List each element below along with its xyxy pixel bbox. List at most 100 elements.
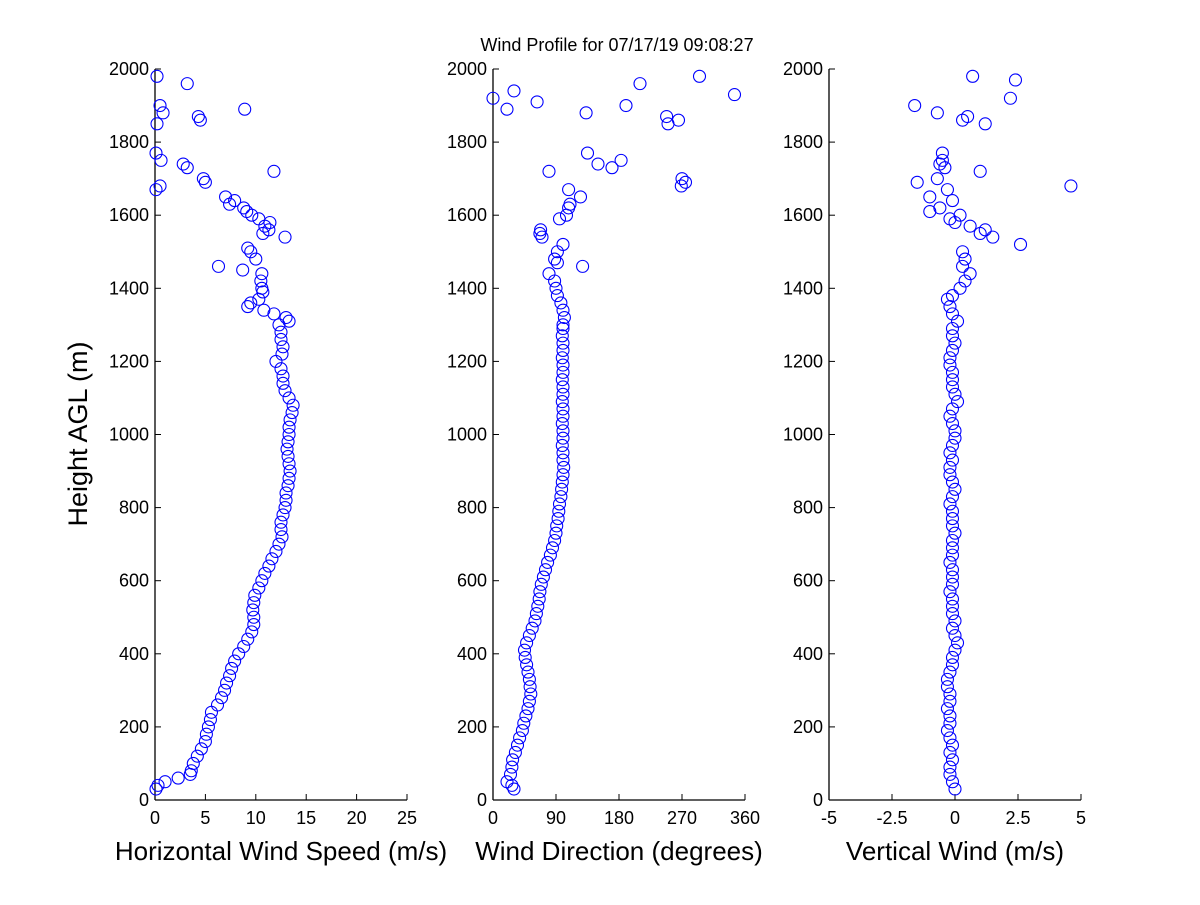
y-tick-label: 0 [477,790,487,810]
data-point [674,179,688,193]
data-point [525,621,539,635]
data-point [223,669,237,683]
data-point [246,603,260,617]
data-point [257,303,271,317]
data-point [550,289,564,303]
data-point [255,281,269,295]
data-point [549,526,563,540]
data-point [203,713,217,727]
data-point [580,146,595,160]
data-point [283,464,297,478]
data-point [149,183,163,197]
data-point [262,559,276,573]
data-point [958,274,972,288]
data-point [542,164,556,178]
data-point [258,566,272,580]
data-point [943,731,957,745]
panel-speed: 0 200 400 600 800 1000 1200 1400 1600 1800 2000 0 5 1… [109,59,417,828]
data-point [153,99,167,113]
data-point [556,387,570,401]
data-point [218,683,232,697]
data-point [556,468,570,482]
data-point [198,734,212,749]
panel-direction: 0 200 400 600 800 1000 1200 1400 1600 1800 2000 0 90… [447,59,760,828]
data-point [953,281,967,295]
data-point [211,259,226,273]
data-point [943,687,957,701]
data-point [254,274,268,288]
data-point [556,431,570,445]
y-tick-label: 600 [119,571,149,591]
data-point [281,479,295,493]
y-tick-label: 400 [793,644,823,664]
data-point [945,512,960,526]
data-point [247,610,261,624]
data-point [908,99,922,113]
data-point [279,310,293,325]
x-tick-label: 0 [488,808,498,828]
data-point [605,161,619,175]
data-point [945,307,960,321]
data-point [555,438,569,453]
data-point [220,676,234,690]
y-tick-label: 1400 [447,278,487,298]
data-point [191,109,205,124]
y-tick-label: 1400 [783,278,823,298]
data-point [199,727,213,741]
data-point [520,636,534,650]
data-point [272,537,286,551]
data-point [180,161,194,175]
data-point [945,650,960,665]
data-point [950,636,965,650]
data-point [554,490,568,504]
data-point [556,446,570,460]
data-point [633,77,647,91]
data-point [945,592,960,606]
data-point [214,691,229,705]
data-point [286,398,300,412]
data-point [280,442,294,456]
data-point [945,533,960,548]
data-point [228,654,242,668]
data-point [953,208,967,222]
data-point [515,724,529,738]
data-point [940,183,954,197]
y-tick-label: 1200 [783,351,823,371]
data-point [541,555,555,569]
data-point [255,574,269,588]
data-point [505,760,519,774]
data-point [252,212,266,226]
x-tick-label: 90 [546,808,566,828]
data-point [520,658,534,672]
x-tick-label: 360 [730,808,760,828]
panel-vertical: 0 200 400 600 800 1000 1200 1400 1600 1800 2000 -5 -… [783,59,1086,828]
x-tick-label: 15 [296,808,316,828]
data-point [555,395,569,409]
data-point [278,501,292,515]
data-point [945,570,960,584]
data-point [692,69,707,83]
y-tick-label: 400 [119,644,149,664]
data-point [945,775,960,789]
data-point [241,241,255,255]
data-point [727,88,742,102]
data-point [247,618,261,632]
data-point [150,69,164,83]
data-point [506,753,520,767]
data-point [948,424,962,438]
data-point [244,245,258,259]
data-point [244,296,258,310]
data-point [940,680,954,694]
data-point [556,409,570,423]
y-tick-label: 800 [793,498,823,518]
data-point [237,201,251,215]
data-point [528,614,542,628]
x-tick-label: 20 [347,808,367,828]
data-point [190,749,204,763]
x-axis-label-speed: Horizontal Wind Speed (m/s) [115,836,447,866]
x-tick-label: 25 [397,808,417,828]
data-point [556,343,570,357]
data-point [556,358,570,372]
x-tick-label: 10 [246,808,266,828]
data-point [545,541,560,555]
